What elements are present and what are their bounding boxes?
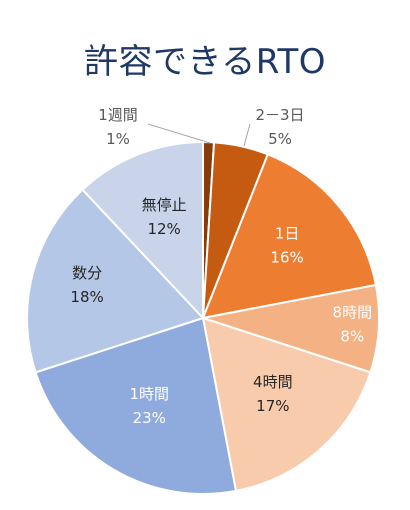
leader-line [243,123,251,147]
slice-percent-label: 8% [340,327,364,345]
slice-category-label: 無停止 [142,196,187,214]
slice-category-label: 1時間 [129,385,169,403]
pie-slice [81,140,204,321]
slice-category-label: 数分 [72,264,102,282]
chart-title: 許容できるRTO [83,42,326,82]
slice-percent-label: 5% [268,130,292,148]
slice-percent-label: 17% [256,397,289,415]
slice-percent-label: 1% [106,130,130,148]
slice-percent-label: 18% [70,288,103,306]
pie-slice [26,188,205,374]
slice-category-label: 4時間 [253,373,293,391]
slice-percent-label: 16% [270,248,303,266]
pie-slice [201,316,372,493]
pie-slice [202,283,380,374]
leader-line [147,123,211,144]
slice-percent-label: 12% [147,220,180,238]
slice-percent-label: 23% [133,409,166,427]
slice-category-label: 2－3日 [255,106,304,124]
slice-category-label: 8時間 [333,303,373,321]
pie-slice [201,153,378,320]
pie-slice [34,316,238,495]
slice-category-label: 1日 [275,224,300,242]
slice-category-label: 1週間 [98,106,138,124]
